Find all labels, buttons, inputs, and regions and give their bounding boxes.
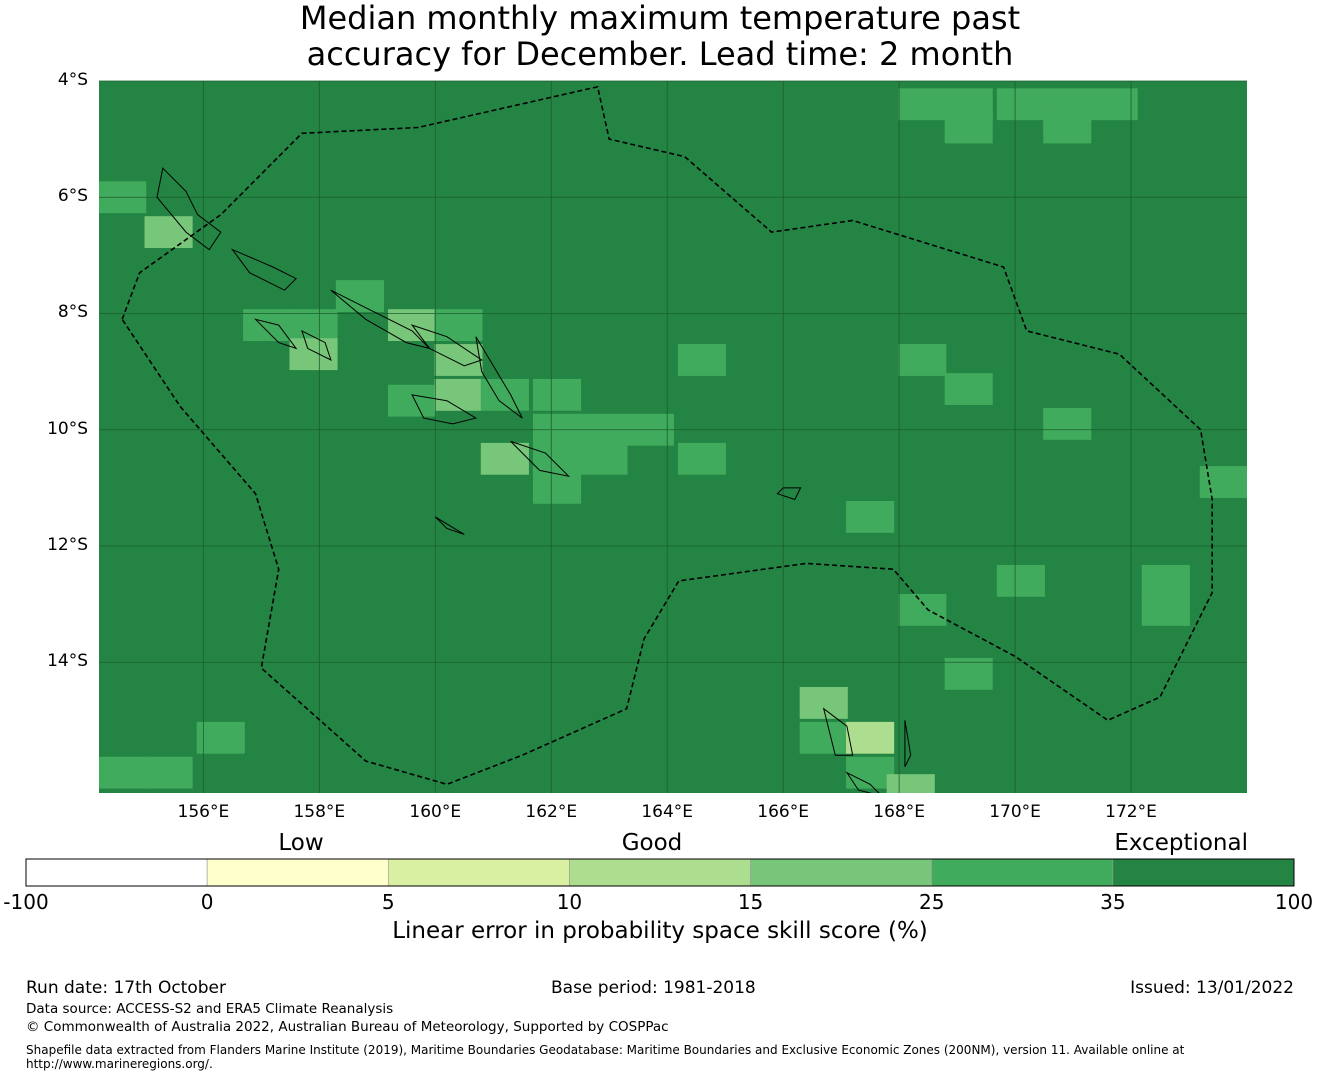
lon-tick-label: 162°E xyxy=(525,802,578,822)
skill-cell xyxy=(1089,88,1138,121)
lat-tick-label: 4°S xyxy=(57,70,88,90)
skill-cell xyxy=(532,471,582,504)
coastline xyxy=(475,336,523,419)
skill-cell xyxy=(898,593,947,626)
skill-cell xyxy=(532,378,582,411)
lon-tick-label: 160°E xyxy=(409,802,462,822)
skill-cell xyxy=(1141,564,1190,597)
skill-cell xyxy=(1043,111,1092,144)
skill-cell xyxy=(434,344,483,376)
coastline xyxy=(230,248,297,291)
skill-cell xyxy=(196,721,245,754)
colorbar-bin xyxy=(931,858,1114,887)
skill-cell xyxy=(144,216,193,249)
skill-cell xyxy=(480,378,529,411)
run-date: Run date: 17th October xyxy=(26,978,226,998)
skill-cell xyxy=(480,442,529,475)
colorbar-category-label: Good xyxy=(621,830,683,856)
colorbar-bin xyxy=(569,858,751,887)
base-period: Base period: 1981-2018 xyxy=(551,978,756,998)
coastline xyxy=(156,167,222,251)
colorbar-category-label: Low xyxy=(278,830,324,856)
chart-title-line-2: accuracy for December. Lead time: 2 mont… xyxy=(306,35,1014,73)
colorbar-category-label: Exceptional xyxy=(1114,830,1248,856)
skill-cell xyxy=(579,442,628,475)
skill-cell xyxy=(898,344,947,376)
lat-tick-label: 12°S xyxy=(47,534,88,555)
coastline xyxy=(434,516,465,535)
colorbar-bin xyxy=(1112,858,1295,887)
skill-cell xyxy=(434,378,483,411)
skill-cell xyxy=(996,88,1045,121)
skill-cell xyxy=(243,309,292,342)
skill-cell xyxy=(144,756,193,789)
skill-cell xyxy=(944,373,993,405)
coastline xyxy=(822,707,854,756)
colorbar-tick-label: 15 xyxy=(737,890,764,914)
skill-cell xyxy=(846,721,895,754)
colorbar-bin xyxy=(750,858,933,887)
skill-cell xyxy=(799,721,848,754)
colorbar-bin xyxy=(206,858,389,887)
colorbar-tick-label: 0 xyxy=(200,890,214,914)
coastline xyxy=(411,394,478,425)
skill-cell xyxy=(944,111,993,144)
coastline xyxy=(510,440,571,478)
lon-tick-label: 156°E xyxy=(177,802,230,822)
skill-cell xyxy=(532,442,582,475)
coastline xyxy=(904,720,912,768)
colorbar-tick-label: 25 xyxy=(918,890,945,914)
coastline xyxy=(301,329,332,361)
skill-cell xyxy=(996,564,1045,597)
copyright: © Commonwealth of Australia 2022, Austra… xyxy=(26,1019,669,1035)
lon-tick-label: 172°E xyxy=(1105,802,1157,822)
lat-tick-label: 14°S xyxy=(47,651,88,672)
issued-date: Issued: 13/01/2022 xyxy=(1130,978,1294,998)
skill-cell xyxy=(886,774,935,793)
skill-cell xyxy=(289,338,338,371)
coastline xyxy=(845,771,880,793)
skill-cell xyxy=(1141,593,1190,626)
colorbar-title: Linear error in probability space skill … xyxy=(392,918,928,944)
lon-tick-label: 158°E xyxy=(293,802,346,822)
skill-cell xyxy=(1199,466,1247,498)
coastline xyxy=(410,324,483,367)
colorbar-frame xyxy=(25,858,1295,887)
skill-cell xyxy=(677,442,727,475)
skill-cell xyxy=(388,384,437,417)
colorbar-tick-label: -100 xyxy=(3,890,49,914)
shapefile-credit: Shapefile data extracted from Flanders M… xyxy=(26,1043,1185,1071)
colorbar-tick-label: 10 xyxy=(556,890,583,914)
lon-tick-label: 166°E xyxy=(757,802,809,822)
lon-tick-label: 168°E xyxy=(873,802,925,822)
colorbar-tick-label: 100 xyxy=(1274,890,1314,914)
skill-cell xyxy=(898,88,947,121)
skill-cell xyxy=(289,309,338,342)
skill-cell xyxy=(677,344,727,376)
coastline xyxy=(253,318,298,350)
colorbar-tick-label: 5 xyxy=(381,890,395,914)
skill-cell xyxy=(799,686,848,719)
skill-cell xyxy=(1043,408,1092,440)
lat-tick-label: 6°S xyxy=(57,186,88,207)
skill-cell xyxy=(944,657,993,690)
colorbar-bin xyxy=(387,858,570,887)
skill-cell xyxy=(335,280,384,312)
colorbar-bin xyxy=(25,858,208,887)
lat-tick-label: 8°S xyxy=(57,302,88,323)
lon-tick-label: 164°E xyxy=(641,802,694,822)
skill-cell xyxy=(99,756,147,789)
coastline xyxy=(776,487,802,501)
colorbar-tick-label: 35 xyxy=(1100,890,1126,914)
data-source: Data source: ACCESS-S2 and ERA5 Climate … xyxy=(26,1001,394,1017)
lon-tick-label: 170°E xyxy=(989,802,1041,822)
chart-title-line-1: Median monthly maximum temperature past xyxy=(299,0,1021,37)
skill-cell xyxy=(846,500,895,533)
skill-cell xyxy=(434,309,483,342)
lat-tick-label: 10°S xyxy=(47,418,88,439)
